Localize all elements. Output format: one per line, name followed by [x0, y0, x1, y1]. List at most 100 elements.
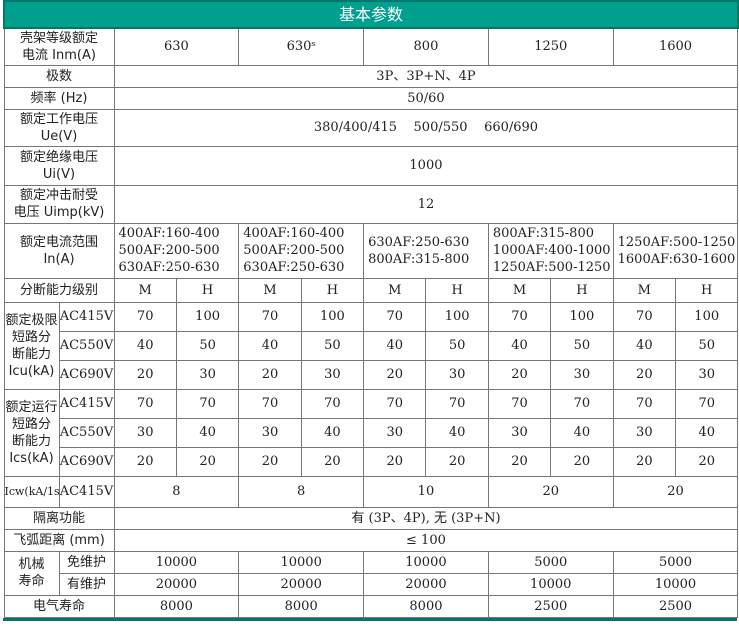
value-cell: 20	[425, 446, 489, 477]
voltage-cell: AC690V	[58, 446, 115, 477]
row-label: 分断能力级别	[3, 277, 115, 303]
table-row: 额定绝缘电压 Ui(V) 1000	[3, 145, 739, 186]
value-cell: H	[425, 277, 489, 303]
value-cell: 20	[300, 446, 365, 477]
table-row: 分断能力级别 M H M H M H M H M H	[3, 277, 739, 303]
value-cell: 40	[487, 330, 552, 361]
arc-label: 飞弧距离 (mm)	[3, 528, 115, 552]
value-cell: 20	[612, 475, 739, 508]
value-cell: 100	[425, 301, 489, 332]
value-cell: 30	[675, 359, 739, 390]
label-line: 断能力	[11, 433, 51, 449]
value-cell: M	[487, 277, 552, 303]
value-cell: 20	[612, 446, 677, 477]
value-cell: 30	[113, 417, 177, 448]
value-cell: 8	[238, 475, 365, 508]
row-label: 频率 (Hz)	[3, 86, 115, 110]
table-row: 额定电流范围 In(A) 400AF:160-400 500AF:200-500 6…	[3, 222, 739, 279]
value-cell: 380/400/415 500/550 660/690	[113, 108, 739, 147]
label-line: 额定工作电压	[19, 111, 98, 127]
value-cell: 70	[425, 388, 489, 419]
label-line: Ui(V)	[42, 166, 76, 182]
value-cell: 8000	[238, 594, 365, 618]
value-cell: 30	[363, 417, 427, 448]
voltage-cell: AC690V	[58, 359, 115, 390]
value-cell: 1000	[113, 145, 739, 186]
value-cell: H	[550, 277, 614, 303]
isolation-value: 有 (3P、4P), 无 (3P+N)	[113, 506, 739, 530]
value-cell: 8000	[113, 594, 240, 618]
label-line: 短路分	[11, 416, 51, 432]
value-cell: 400AF:160-400 500AF:200-500 630AF:250-63…	[113, 222, 240, 279]
value-cell: 100	[550, 301, 614, 332]
voltage-cell: AC415V	[58, 301, 115, 332]
value-cell: 40	[300, 417, 365, 448]
value-cell: 30	[612, 417, 677, 448]
table-title: 基本参数	[3, 0, 739, 29]
value-cell: 70	[363, 388, 427, 419]
value-cell: 40	[238, 330, 302, 361]
value-cell: 20	[612, 359, 677, 390]
value-cell: 30	[300, 359, 365, 390]
value-cell: 20	[487, 446, 552, 477]
value-cell: 70	[550, 388, 614, 419]
icu-row: AC690V 20 30 20 30 20 30 20 30 20 30	[4, 359, 739, 390]
label-line: 分断能力级别	[19, 282, 98, 298]
value-cell: 2500	[612, 594, 739, 618]
label-line: 频率 (Hz)	[30, 90, 88, 106]
table-row: 壳架等级额定 电流 Inm(A) 630 630ˢ 800 1250 1600	[3, 27, 739, 66]
value-cell: 70	[612, 388, 677, 419]
value-cell: 10000	[487, 572, 614, 596]
value-cell: 1600	[612, 27, 739, 66]
value-cell: 50	[550, 330, 614, 361]
label-line: Icu(kA)	[8, 363, 55, 379]
voltage-cell: AC415V	[58, 475, 115, 508]
ics-row: AC550V 30 40 30 40 30 40 30 40 30 40	[4, 417, 739, 448]
mech-sub-label: 有维护	[58, 572, 115, 596]
value-cell: 10	[363, 475, 489, 508]
table-row: 频率 (Hz) 50/60	[3, 86, 739, 110]
value-cell: 70	[300, 388, 365, 419]
mech-row: 机械 寿命 免维护 10000 10000 10000 5000 5000	[3, 550, 739, 596]
label-line: 额定绝缘电压	[19, 149, 98, 165]
value-cell: M	[238, 277, 302, 303]
row-label: 额定冲击耐受 电压 Uimp(kV)	[3, 184, 115, 224]
icu-row: AC550V 40 50 40 50 40 50 40 50 40 50	[4, 330, 739, 361]
value-cell: 8000	[363, 594, 489, 618]
value-cell: 30	[238, 417, 302, 448]
value-cell: 800	[363, 27, 489, 66]
value-cell: 20000	[363, 572, 489, 596]
value-cell: M	[612, 277, 677, 303]
value-cell: 20	[238, 359, 302, 390]
value-cell: 10000	[238, 550, 365, 574]
voltage-cell: AC415V	[58, 388, 115, 419]
value-cell: 8	[113, 475, 240, 508]
value-cell: 400AF:160-400 500AF:200-500 630AF:250-63…	[238, 222, 365, 279]
row-label: 极数	[3, 64, 115, 88]
value-cell: 630	[113, 27, 240, 66]
value-cell: 40	[363, 330, 427, 361]
value-cell: 20	[550, 446, 614, 477]
label-line: 机械	[18, 557, 45, 572]
basic-parameters-table: 基本参数 壳架等级额定 电流 Inm(A) 630 630ˢ 800 1250 1600 极数 3…	[3, 0, 739, 618]
value-cell: M	[113, 277, 177, 303]
label-line: 电压 Uimp(kV)	[13, 205, 105, 220]
mech-row: 有维护 20000 20000 20000 10000 10000	[4, 572, 739, 596]
value-cell: H	[175, 277, 240, 303]
table-row: 额定冲击耐受 电压 Uimp(kV) 12	[3, 184, 739, 224]
value-cell: 70	[113, 301, 177, 332]
value-cell: 40	[612, 330, 677, 361]
value-cell: 70	[487, 388, 552, 419]
value-cell: H	[675, 277, 739, 303]
value-cell: 20	[487, 359, 552, 390]
row-label: 额定绝缘电压 Ui(V)	[3, 145, 115, 186]
value-cell: 50	[300, 330, 365, 361]
label-line: 短路分	[11, 329, 51, 345]
elec-label: 电气寿命	[3, 594, 115, 618]
icu-row: 额定极限 短路分 断能力 Icu(kA) AC415V 70 100 70 100 70 100 70…	[3, 301, 739, 390]
value-cell: 20	[487, 475, 614, 508]
value-cell: 70	[612, 301, 677, 332]
value-cell: 40	[425, 417, 489, 448]
value-cell: 40	[175, 417, 240, 448]
label-line: 断能力	[11, 346, 51, 362]
